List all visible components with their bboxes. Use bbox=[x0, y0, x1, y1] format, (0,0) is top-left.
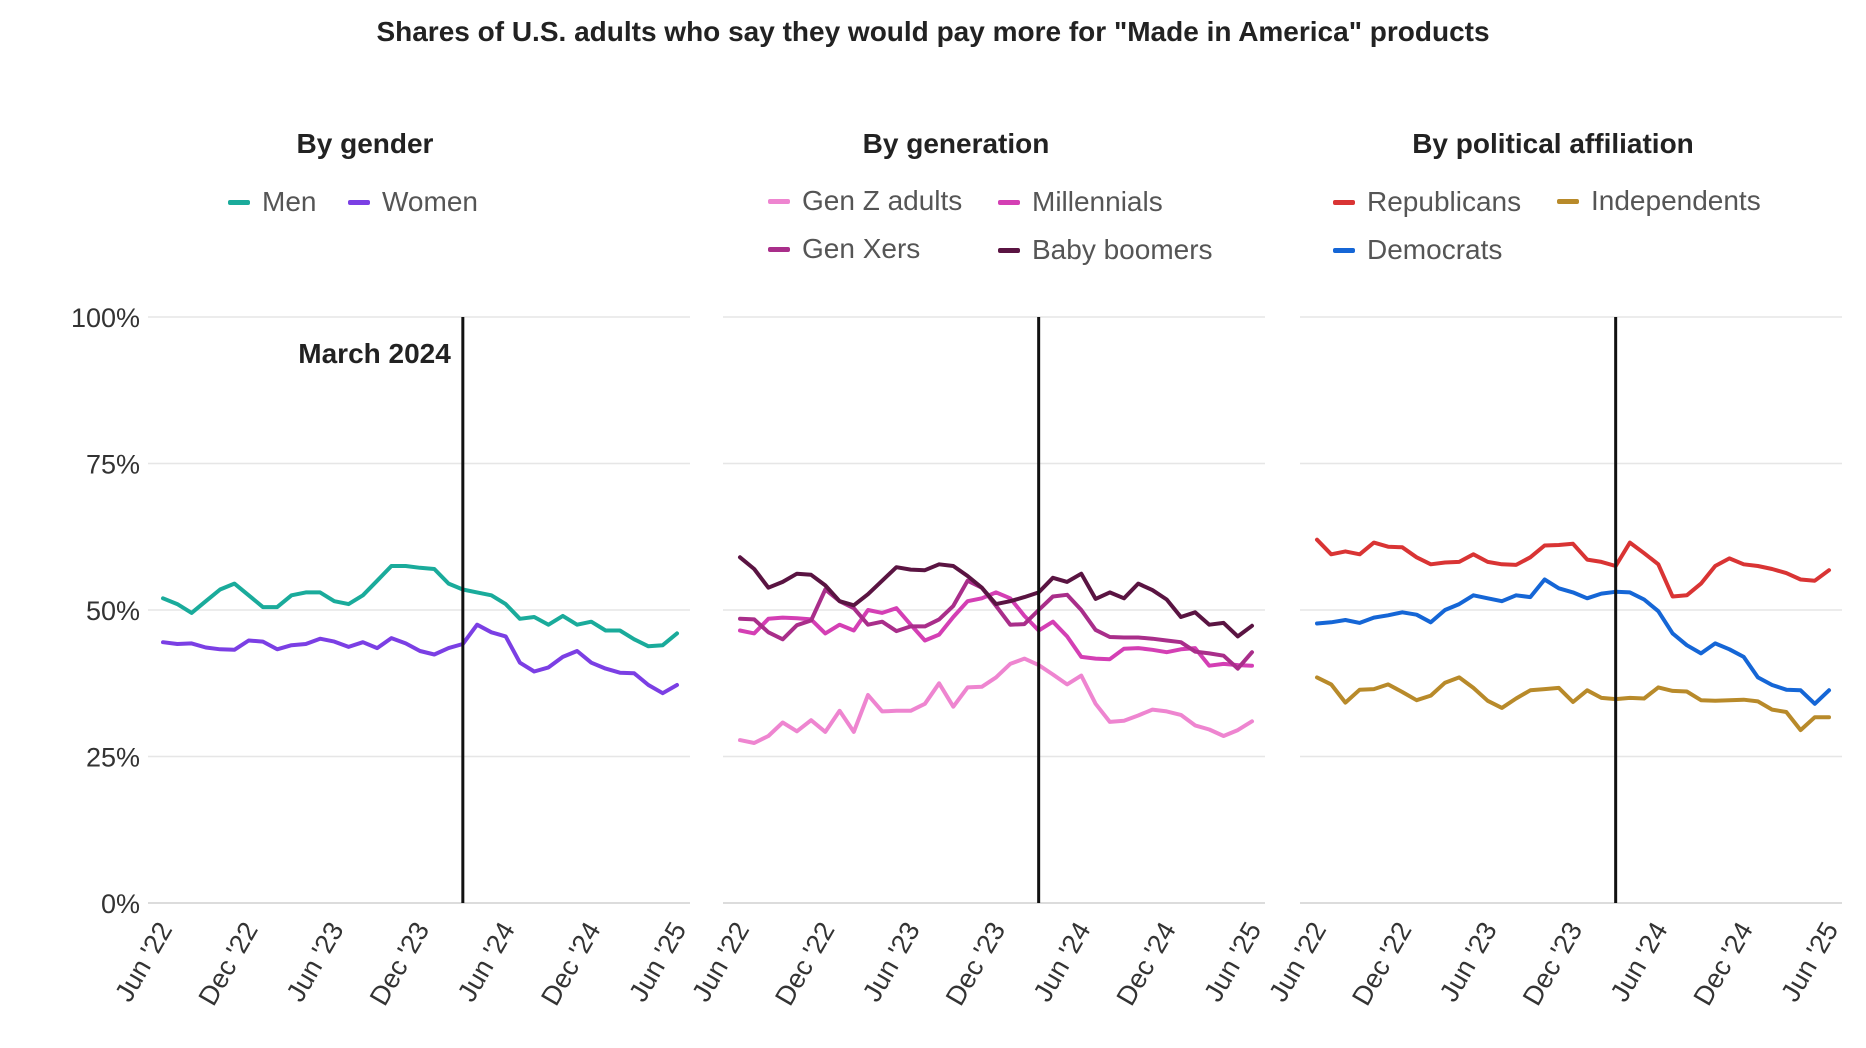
series-line-women bbox=[161, 622, 679, 696]
legend-label-millennials: Millennials bbox=[1032, 186, 1163, 217]
legend-swatch-men bbox=[228, 199, 250, 205]
legend-item-millennials: Millennials bbox=[998, 186, 1163, 218]
x-tick-label: Dec '22 bbox=[769, 917, 840, 1011]
series-line-independents bbox=[1315, 675, 1831, 733]
x-tick-label: Jun '22 bbox=[686, 917, 755, 1007]
series-line-republicans bbox=[1315, 537, 1831, 599]
legend-item-democrats: Democrats bbox=[1333, 234, 1502, 266]
series-line-democrats bbox=[1315, 577, 1831, 706]
y-tick-label: 50% bbox=[86, 596, 140, 626]
legend-swatch-gen-z bbox=[768, 198, 790, 204]
panel-title-generation: By generation bbox=[862, 128, 1050, 159]
x-tick-label: Dec '23 bbox=[364, 917, 435, 1011]
x-tick-label: Dec '24 bbox=[1111, 917, 1182, 1011]
x-tick-label: Dec '23 bbox=[940, 917, 1011, 1011]
x-tick-label: Jun '25 bbox=[1198, 917, 1267, 1007]
panel-1: Jun '22 Dec '22 Jun '23 Dec '23 Jun '24 Dec '… bbox=[686, 316, 1267, 1011]
legend-label-men: Men bbox=[262, 186, 317, 217]
legend-label-republicans: Republicans bbox=[1367, 186, 1522, 217]
legend-swatch-gen-x bbox=[768, 246, 790, 252]
x-tick-label: Jun '23 bbox=[280, 917, 349, 1007]
x-tick-label: Jun '24 bbox=[1027, 917, 1096, 1007]
x-tick-label: Dec '24 bbox=[535, 917, 606, 1011]
y-tick-label: 0% bbox=[101, 889, 140, 919]
x-tick-label: Dec '24 bbox=[1688, 917, 1759, 1011]
series-line-men bbox=[161, 564, 679, 649]
panel-0: 0%25%50%75%100%Jun '22 Dec '22 Jun '23 Dec … bbox=[71, 303, 692, 1011]
legend-label-gen-z: Gen Z adults bbox=[802, 185, 963, 216]
legend-item-republicans: Republicans bbox=[1333, 186, 1521, 218]
legend-label-women: Women bbox=[382, 186, 478, 217]
x-tick-label: Jun '25 bbox=[623, 917, 692, 1007]
y-tick-label: 25% bbox=[86, 743, 140, 773]
annotation-label: March 2024 bbox=[298, 338, 451, 369]
legend-label-gen-x: Gen Xers bbox=[802, 233, 921, 264]
x-tick-label: Jun '22 bbox=[1263, 917, 1332, 1007]
legend-item-gen-x: Gen Xers bbox=[768, 233, 920, 265]
x-tick-label: Jun '24 bbox=[452, 917, 521, 1007]
x-tick-label: Dec '22 bbox=[1346, 917, 1417, 1011]
legend-swatch-women bbox=[348, 199, 370, 205]
legend-swatch-millennials bbox=[998, 199, 1020, 205]
x-tick-label: Jun '23 bbox=[1434, 917, 1503, 1007]
x-tick-label: Jun '22 bbox=[109, 917, 178, 1007]
y-tick-label: 100% bbox=[71, 303, 140, 333]
x-tick-label: Dec '22 bbox=[193, 917, 264, 1011]
legend-swatch-independents bbox=[1557, 198, 1579, 204]
legend-label-boomers: Baby boomers bbox=[1032, 234, 1213, 265]
chart-title: Shares of U.S. adults who say they would… bbox=[376, 16, 1490, 47]
legend-item-gen-z: Gen Z adults bbox=[768, 185, 962, 217]
legend-swatch-boomers bbox=[998, 247, 1020, 253]
x-tick-label: Jun '23 bbox=[857, 917, 926, 1007]
legend-item-boomers: Baby boomers bbox=[998, 234, 1213, 266]
series-line-baby-boomers bbox=[738, 555, 1254, 639]
panel-2: Jun '22 Dec '22 Jun '23 Dec '23 Jun '24 Dec '… bbox=[1263, 316, 1844, 1011]
legend-item-independents: Independents bbox=[1557, 185, 1761, 217]
legend-label-independents: Independents bbox=[1591, 185, 1761, 216]
legend-item-women: Women bbox=[348, 186, 478, 218]
panel-title-gender: By gender bbox=[296, 128, 434, 159]
panel-title-political: By political affiliation bbox=[1412, 128, 1694, 159]
y-tick-label: 75% bbox=[86, 450, 140, 480]
x-tick-label: Jun '24 bbox=[1604, 917, 1673, 1007]
x-tick-label: Jun '25 bbox=[1775, 917, 1844, 1007]
legend-swatch-democrats bbox=[1333, 247, 1355, 253]
x-tick-label: Dec '23 bbox=[1517, 917, 1588, 1011]
legend-label-democrats: Democrats bbox=[1367, 234, 1503, 265]
series-line-gen-z-adults bbox=[738, 656, 1254, 745]
legend-item-men: Men bbox=[228, 186, 316, 218]
legend-swatch-republicans bbox=[1333, 199, 1355, 205]
series-line-millennials bbox=[738, 590, 1254, 668]
